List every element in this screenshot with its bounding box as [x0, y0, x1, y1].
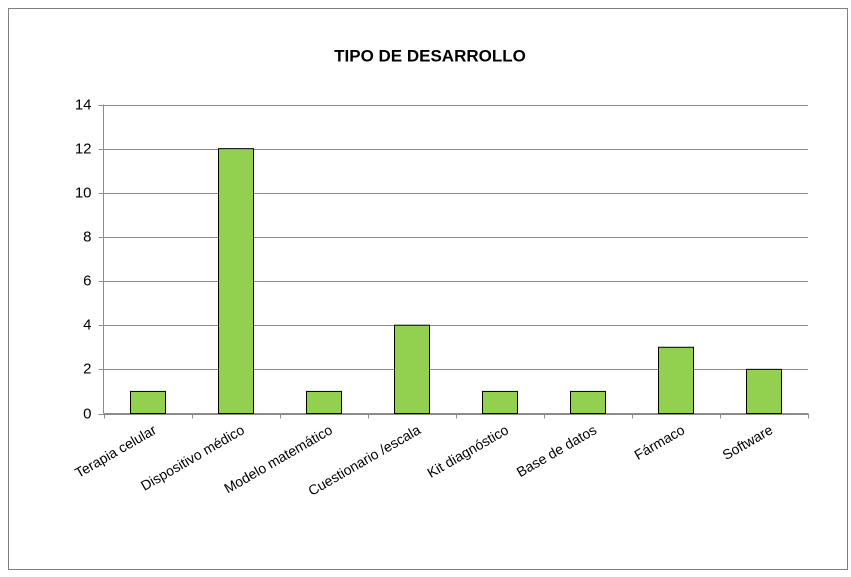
y-tick-label: 12 — [75, 140, 92, 157]
chart-border — [8, 8, 848, 570]
bar — [130, 390, 166, 414]
bar — [218, 148, 254, 414]
bar — [394, 324, 430, 415]
y-tick-label: 10 — [75, 184, 92, 201]
bar — [306, 390, 342, 414]
bar — [482, 390, 518, 414]
y-tick-label: 6 — [83, 272, 91, 289]
bar — [658, 346, 694, 414]
bar — [570, 390, 606, 414]
y-tick-label: 14 — [75, 96, 92, 113]
chart-title: TIPO DE DESARROLLO — [334, 46, 526, 65]
y-tick-label: 8 — [83, 228, 91, 245]
bar — [746, 368, 782, 415]
y-tick-label: 0 — [83, 405, 91, 422]
y-tick-label: 4 — [83, 316, 91, 333]
y-tick-label: 2 — [83, 360, 91, 377]
